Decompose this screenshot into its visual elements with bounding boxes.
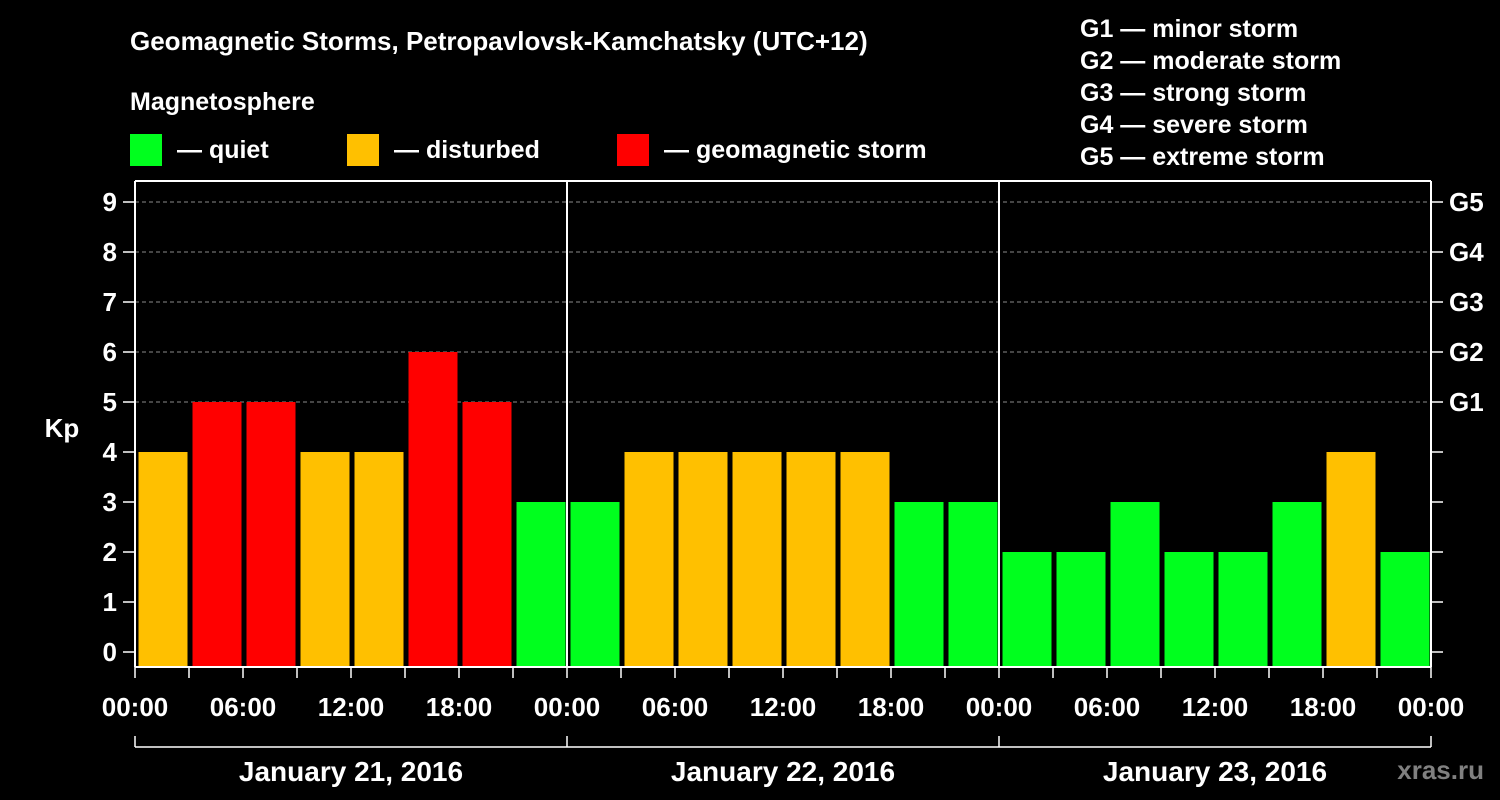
y-tick-label-1: 1 — [103, 587, 117, 617]
y-tick-label-8: 8 — [103, 237, 117, 267]
bar-18 — [1110, 502, 1160, 667]
bar-5 — [408, 352, 458, 667]
y-tick-label-9: 9 — [103, 187, 117, 217]
y-tick-label-5: 5 — [103, 387, 117, 417]
x-tick-label-8: 00:00 — [966, 692, 1033, 722]
bar-22 — [1326, 452, 1376, 667]
bar-3 — [300, 452, 350, 667]
bar-10 — [678, 452, 728, 667]
right-tick-label-g5: G5 — [1449, 187, 1484, 217]
bar-8 — [570, 502, 620, 667]
bar-17 — [1056, 552, 1106, 667]
x-tick-label-4: 00:00 — [534, 692, 601, 722]
right-tick-label-g4: G4 — [1449, 237, 1484, 267]
x-tick-label-5: 06:00 — [642, 692, 709, 722]
x-tick-label-12: 00:00 — [1398, 692, 1465, 722]
legend-swatch-storm — [617, 134, 649, 166]
legend-label-quiet: — quiet — [177, 136, 269, 164]
bar-14 — [894, 502, 944, 667]
date-label-0: January 21, 2016 — [239, 756, 463, 787]
bar-12 — [786, 452, 836, 667]
legend-heading: Magnetosphere — [130, 88, 315, 116]
legend-swatch-quiet — [130, 134, 162, 166]
source-watermark: xras.ru — [1397, 755, 1484, 785]
y-tick-label-3: 3 — [103, 487, 117, 517]
x-tick-label-2: 12:00 — [318, 692, 385, 722]
bars — [138, 352, 1430, 667]
y-tick-label-6: 6 — [103, 337, 117, 367]
bar-11 — [732, 452, 782, 667]
bar-7 — [516, 502, 566, 667]
bar-21 — [1272, 502, 1322, 667]
y-tick-label-4: 4 — [103, 437, 118, 467]
date-label-1: January 22, 2016 — [671, 756, 895, 787]
bar-2 — [246, 402, 296, 667]
x-tick-label-3: 18:00 — [426, 692, 493, 722]
bar-16 — [1002, 552, 1052, 667]
grid-lines — [135, 201, 1431, 403]
bar-13 — [840, 452, 890, 667]
right-tick-label-g2: G2 — [1449, 337, 1484, 367]
bar-9 — [624, 452, 674, 667]
y-axis-label: Kp — [45, 413, 80, 443]
bar-0 — [138, 452, 188, 667]
bar-19 — [1164, 552, 1214, 667]
date-label-2: January 23, 2016 — [1103, 756, 1327, 787]
legend-swatch-disturbed — [347, 134, 379, 166]
storm-scale-g5: G5 — extreme storm — [1080, 143, 1325, 171]
bar-15 — [948, 502, 998, 667]
x-tick-label-6: 12:00 — [750, 692, 817, 722]
x-tick-label-1: 06:00 — [210, 692, 277, 722]
x-tick-label-10: 12:00 — [1182, 692, 1249, 722]
storm-scale-g2: G2 — moderate storm — [1080, 47, 1341, 75]
y-tick-label-2: 2 — [103, 537, 117, 567]
storm-scale-g4: G4 — severe storm — [1080, 111, 1308, 139]
bar-4 — [354, 452, 404, 667]
x-tick-label-0: 00:00 — [102, 692, 169, 722]
bar-23 — [1380, 552, 1430, 667]
storm-scale-g3: G3 — strong storm — [1080, 79, 1306, 107]
y-tick-label-7: 7 — [103, 287, 117, 317]
y-tick-label-0: 0 — [103, 637, 117, 667]
axis-ticks: 0 1 2 3 4 5 6 7 8 9 G1 G2 G3 G4 G5 00:00 06:00 12:00 18:00… — [102, 187, 1484, 787]
chart-title: Geomagnetic Storms, Petropavlovsk-Kamcha… — [130, 26, 868, 56]
bar-20 — [1218, 552, 1268, 667]
bar-1 — [192, 402, 242, 667]
bar-6 — [462, 402, 512, 667]
legend-label-disturbed: — disturbed — [394, 136, 540, 164]
storm-scale-g1: G1 — minor storm — [1080, 15, 1298, 43]
x-tick-label-11: 18:00 — [1290, 692, 1357, 722]
x-tick-label-7: 18:00 — [858, 692, 925, 722]
right-tick-label-g1: G1 — [1449, 387, 1484, 417]
x-tick-label-9: 06:00 — [1074, 692, 1141, 722]
legend-label-storm: — geomagnetic storm — [664, 136, 927, 164]
right-tick-label-g3: G3 — [1449, 287, 1484, 317]
